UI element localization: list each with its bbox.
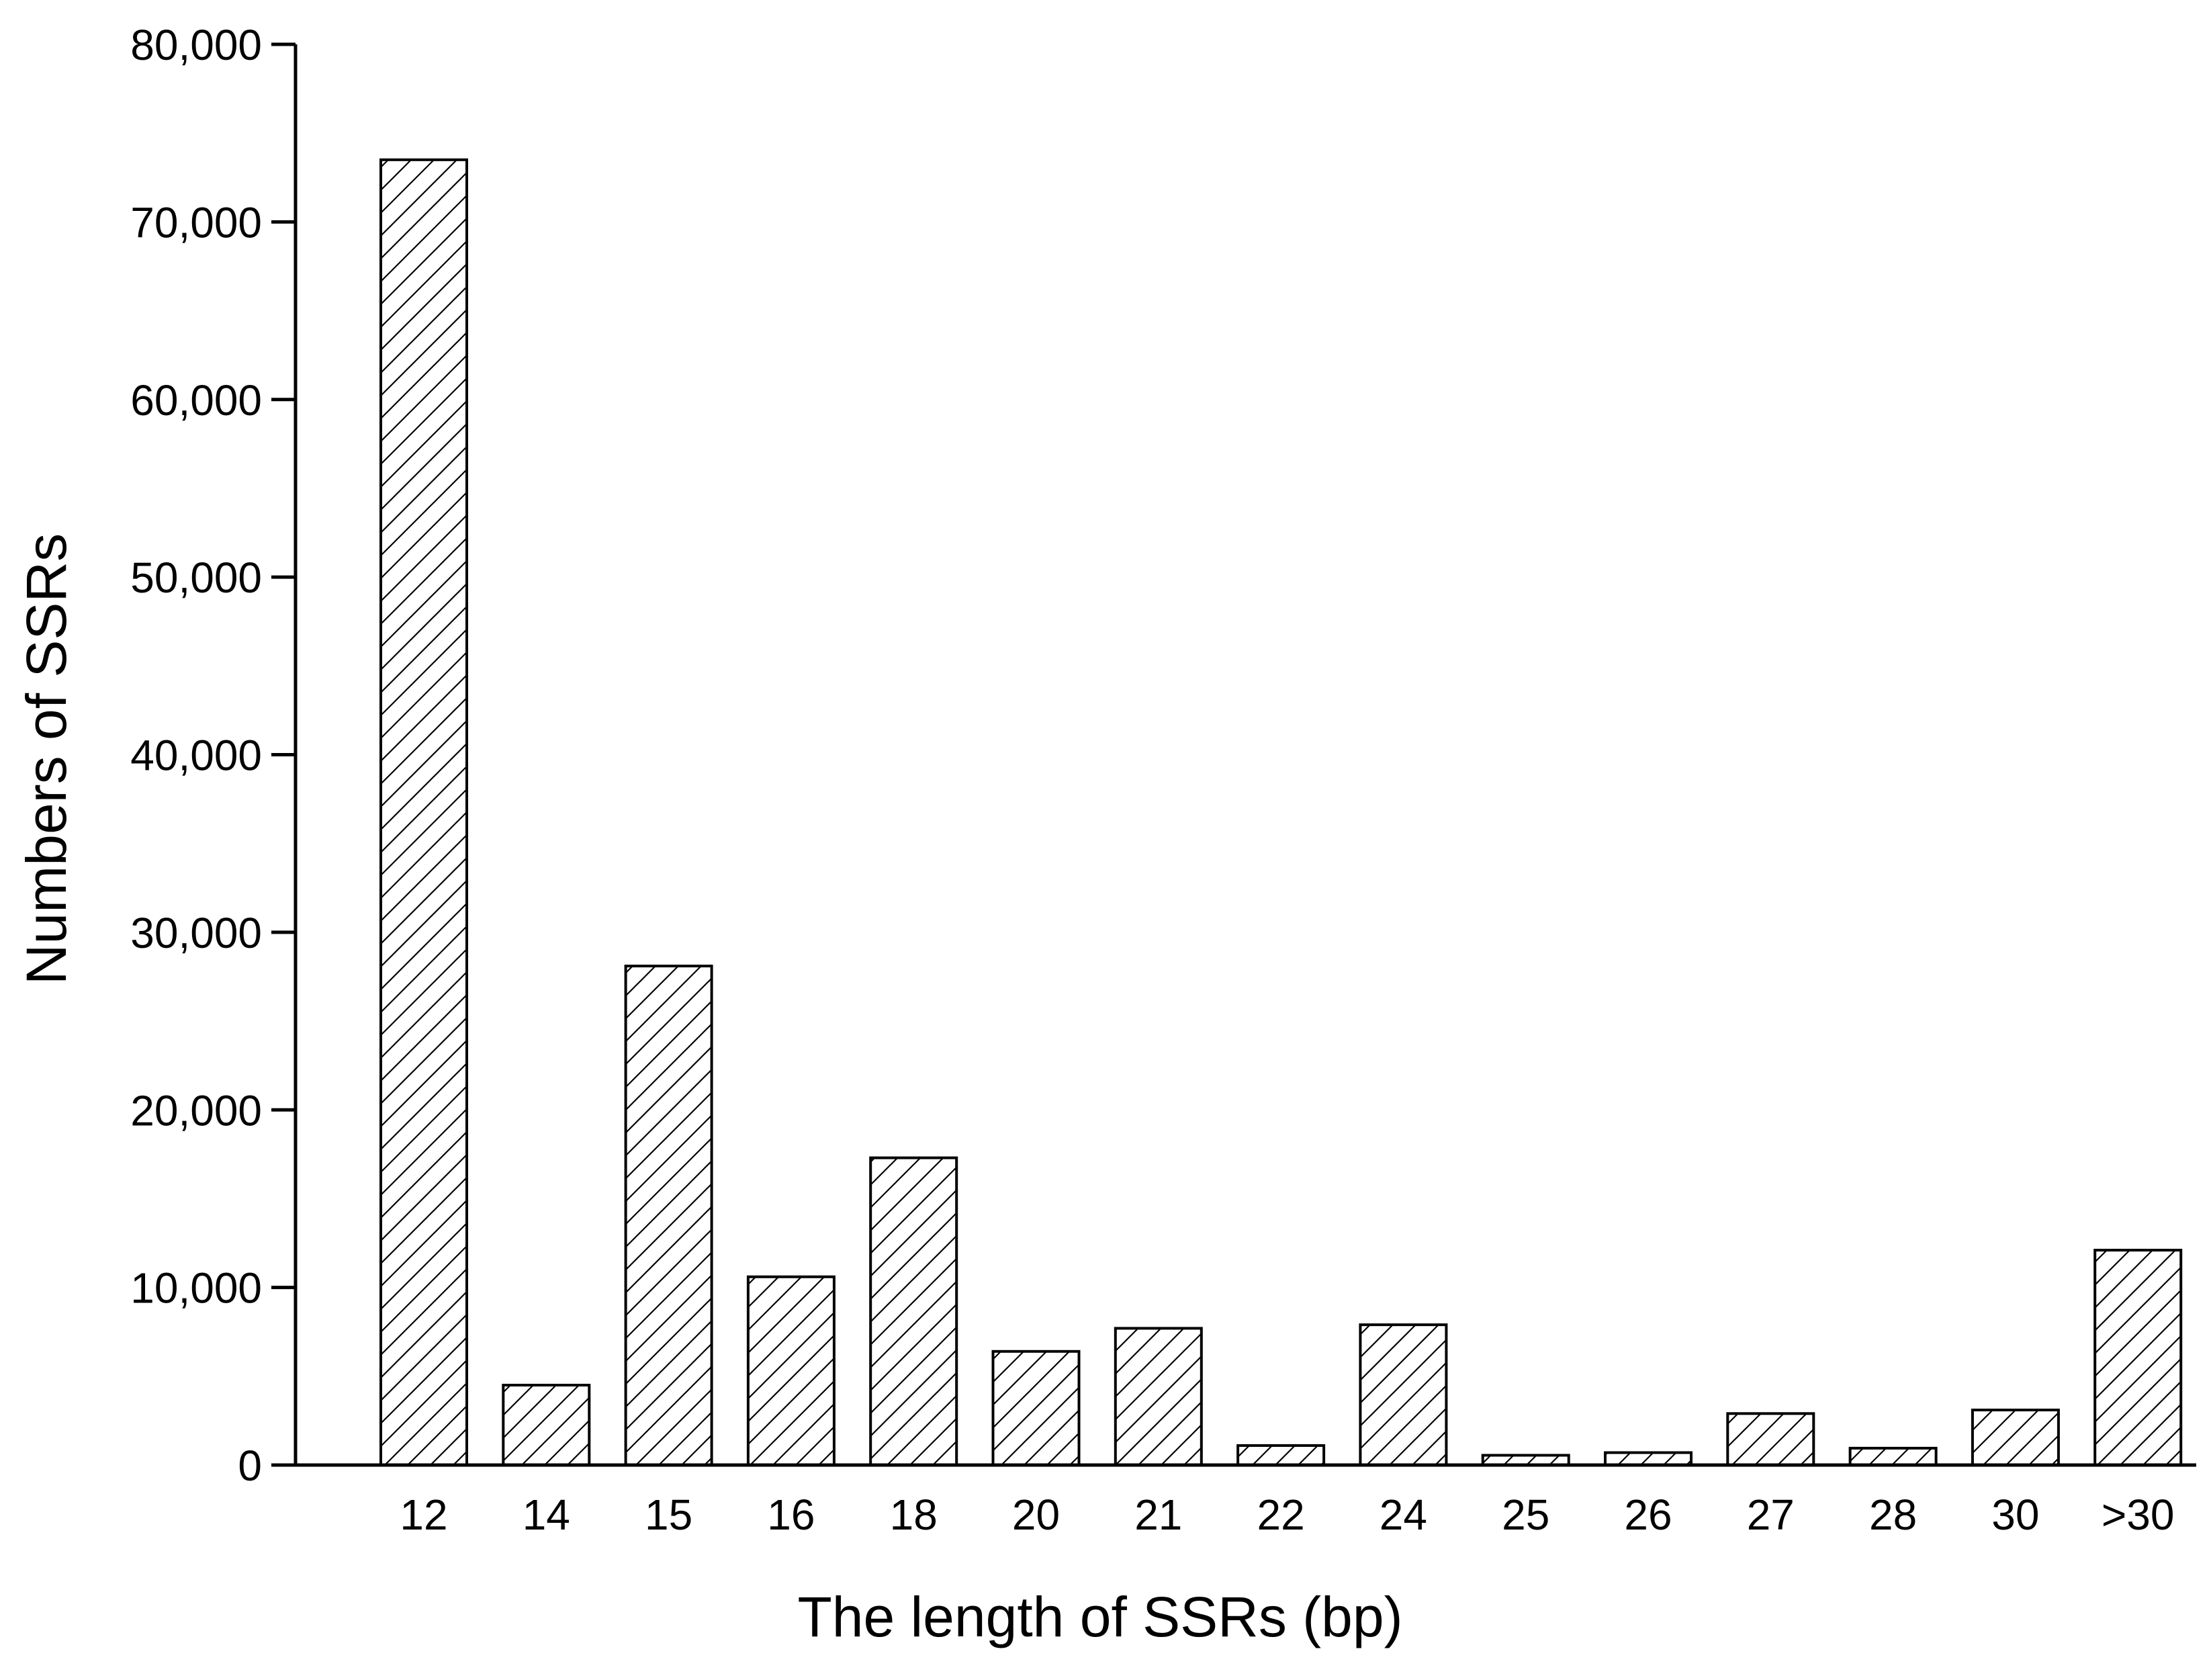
y-tick-label: 80,000 [130,21,262,69]
x-tick-label: 18 [890,1491,938,1539]
x-tick-label: 15 [645,1491,692,1539]
x-tick-label: 24 [1380,1491,1427,1539]
x-tick-label: 26 [1624,1491,1672,1539]
y-axis-title: Numbers of SSRs [15,533,78,985]
bar-24 [1359,1323,1448,1467]
x-tick-label: 21 [1134,1491,1182,1539]
x-tick-label: 25 [1502,1491,1549,1539]
bar-15 [624,965,713,1466]
x-tick-label: 16 [767,1491,815,1539]
y-tick-label: 30,000 [130,909,262,957]
bar-20 [991,1350,1081,1467]
bar-28 [1848,1446,1938,1466]
x-tick-label: 14 [523,1491,570,1539]
labels-layer: 12 14 15 16 18 20 21 22 24 25 26 27 28 30 >30 0 10,000 20… [130,21,2174,1539]
bar-16 [746,1275,836,1466]
y-tick-label: 40,000 [130,732,262,780]
x-tick-label: 12 [400,1491,447,1539]
y-tick-label: 70,000 [130,198,262,247]
y-tick-label: 0 [238,1442,262,1490]
y-tick-label: 20,000 [130,1086,262,1135]
bar-26 [1604,1451,1693,1466]
bar-22 [1236,1444,1326,1466]
y-tick-label: 60,000 [130,376,262,425]
x-tick-label: >30 [2102,1491,2175,1539]
y-tick-label: 50,000 [130,554,262,602]
bar-18 [869,1156,958,1466]
bar-12 [379,158,468,1466]
x-tick-label: 28 [1869,1491,1917,1539]
bar-27 [1726,1412,1815,1467]
bar-gt30 [2093,1249,2183,1466]
x-tick-label: 22 [1257,1491,1305,1539]
bar-14 [502,1384,591,1466]
bar-30 [1971,1409,2060,1466]
x-axis-title: The length of SSRs (bp) [797,1585,1402,1648]
x-tick-label: 20 [1012,1491,1060,1539]
bars-layer [379,158,2183,1467]
x-tick-label: 27 [1747,1491,1795,1539]
x-tick-label: 30 [1991,1491,2039,1539]
y-tick-label: 10,000 [130,1264,262,1313]
axes-layer [271,42,2196,1467]
bar-21 [1114,1327,1203,1467]
